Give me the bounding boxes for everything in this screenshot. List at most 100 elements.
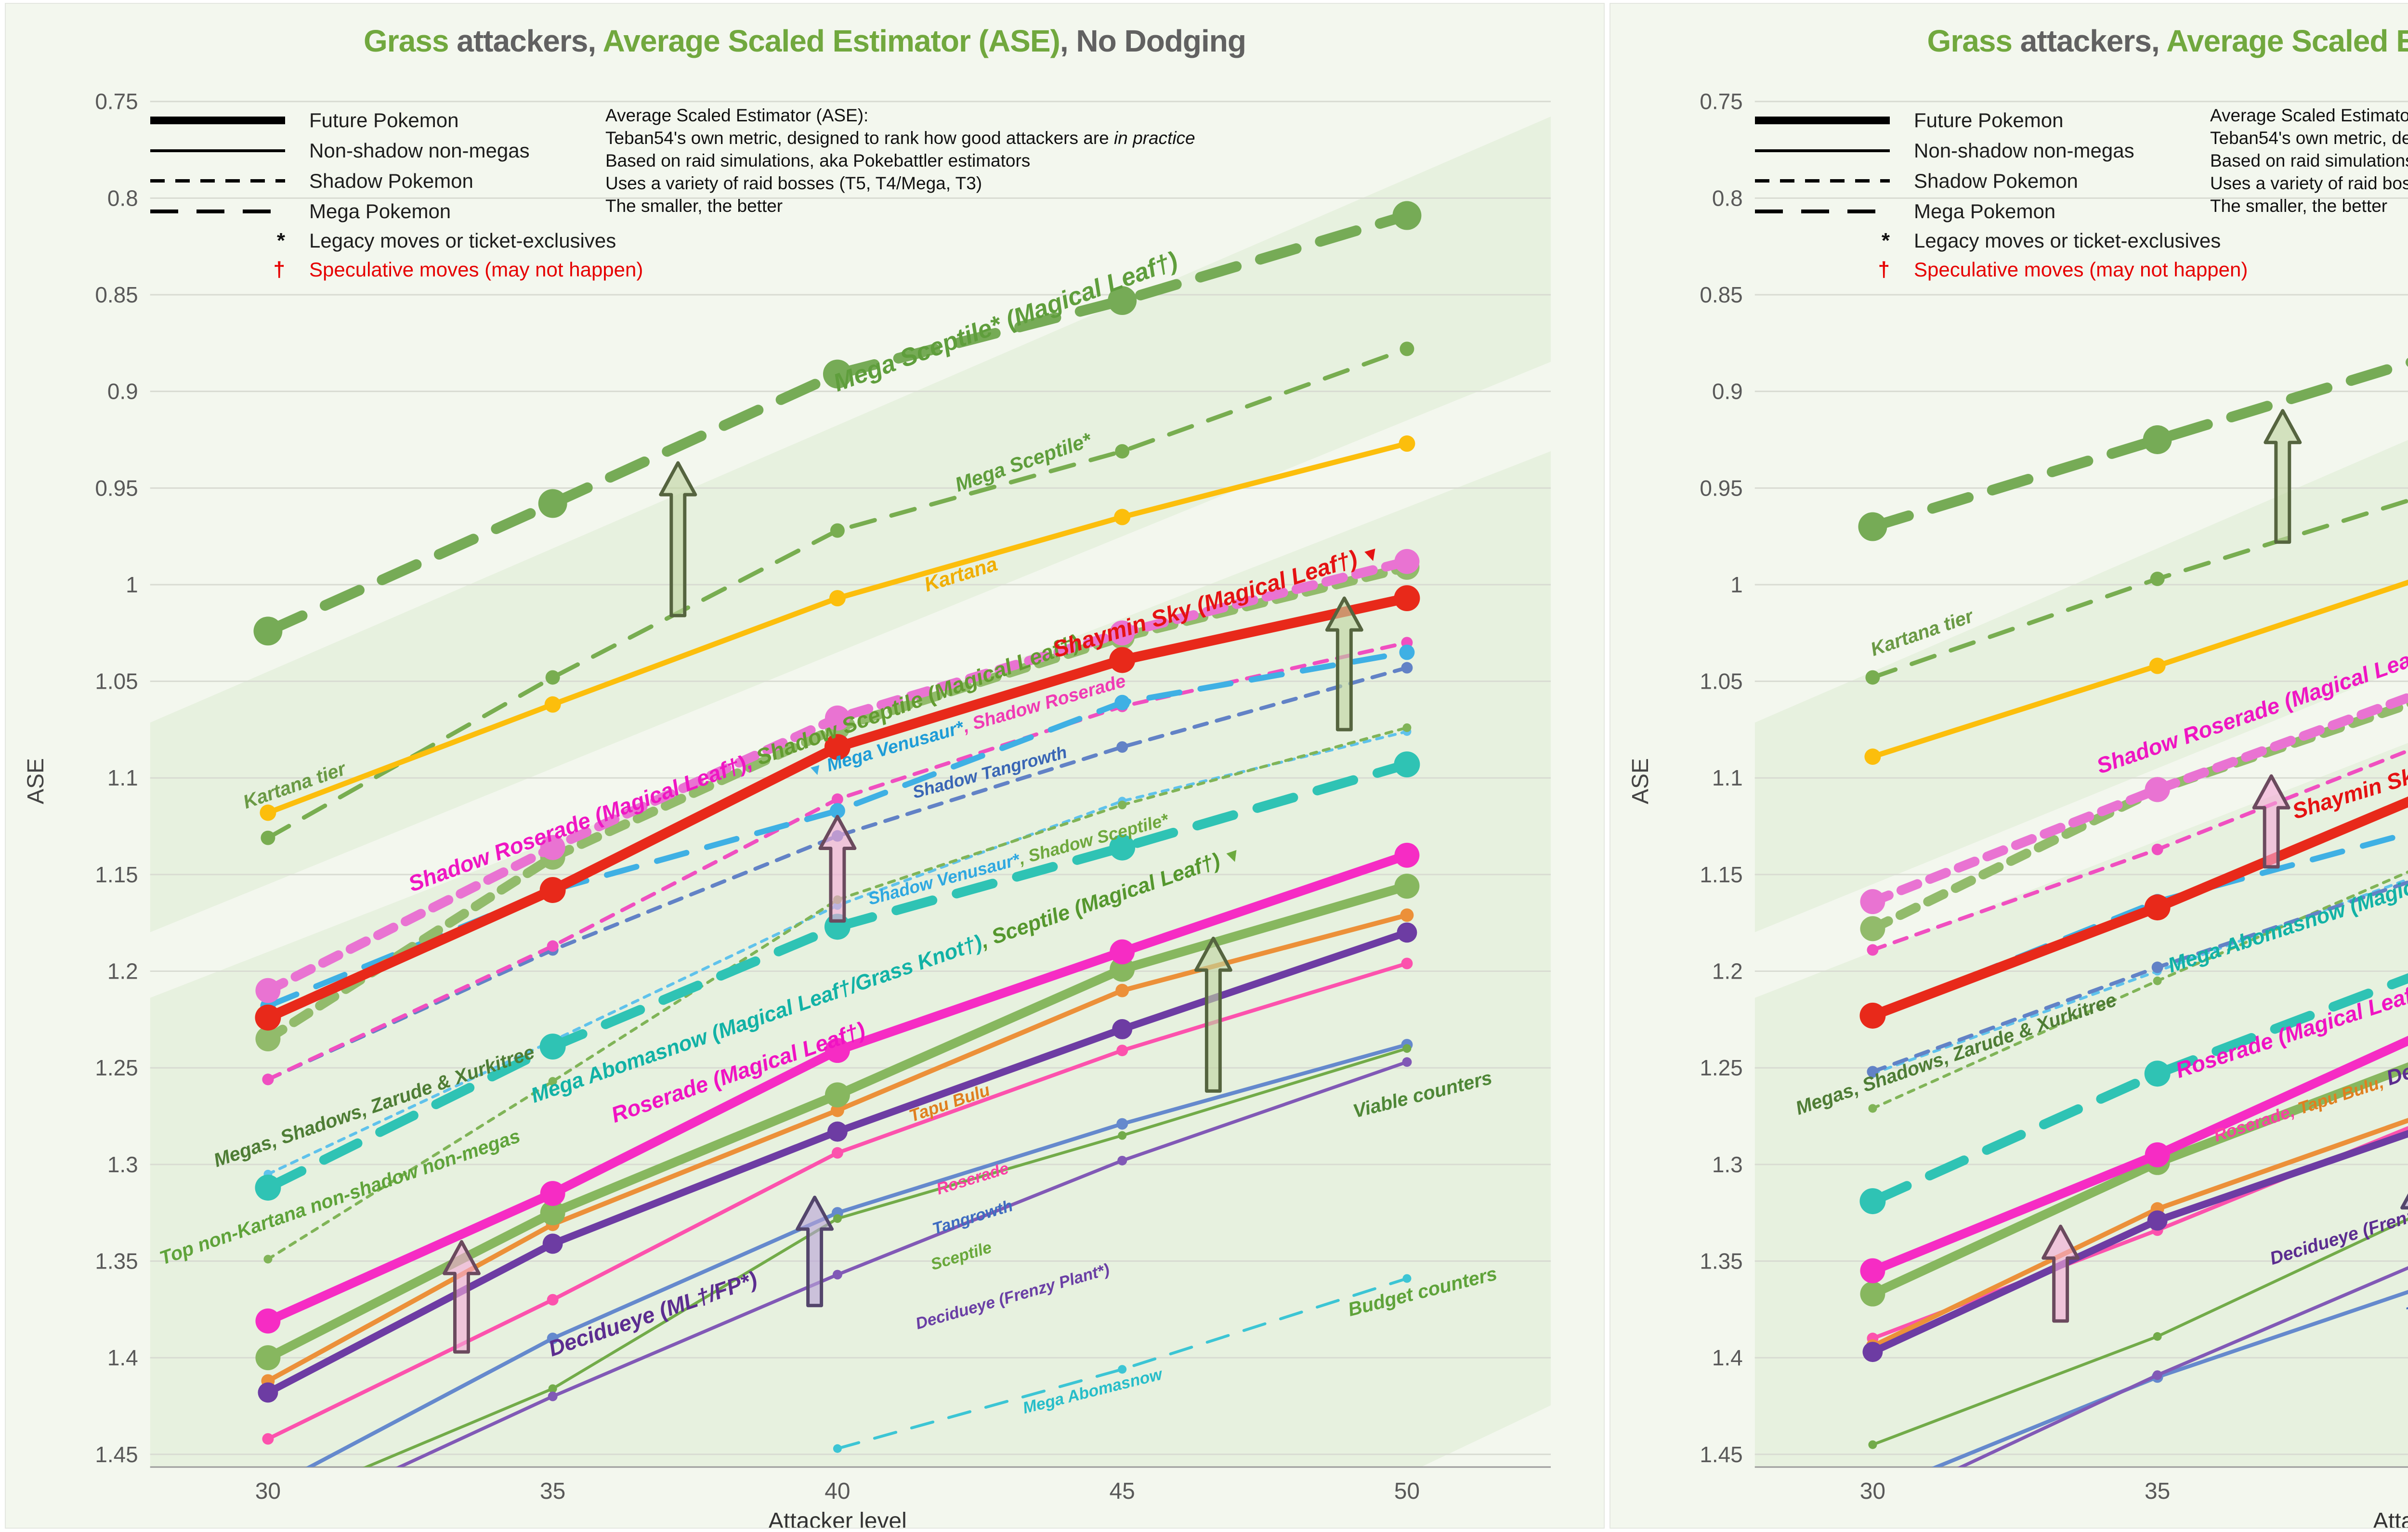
legend-note: Legacy moves or ticket-exclusives — [309, 229, 616, 252]
data-point-decidueye_fp — [1402, 1057, 1412, 1067]
data-point-kartana — [544, 696, 561, 713]
data-point-roserade_ml — [1860, 1258, 1885, 1283]
y-tick-label: 1.2 — [1712, 959, 1743, 984]
data-point-decidueye_fp — [1117, 1155, 1127, 1165]
legend-item-mega: Mega Pokemon — [1755, 196, 2212, 226]
tier-band — [150, 117, 1551, 932]
up-arrow-pink — [818, 815, 857, 923]
data-point-mega_venusaur — [829, 803, 845, 819]
data-point-shaymin_ml — [255, 1004, 281, 1031]
data-point-mega_sceptile — [261, 830, 275, 845]
data-point-shadow_sceptile_star — [1118, 800, 1127, 810]
data-point-shadow_tangrowth — [1116, 741, 1128, 753]
legend-label: Non-shadow non-megas — [1914, 139, 2134, 162]
title-part: Grass — [364, 24, 449, 58]
data-point-shadow_roserade_ml — [1394, 549, 1420, 574]
ase-description: Average Scaled Estimator (ASE): Teban54'… — [605, 104, 1195, 217]
legend-item-nonshadow: Non-shadow non-megas — [150, 135, 608, 166]
y-tick-label: 1.15 — [1700, 862, 1742, 887]
y-tick-label: 1.4 — [1712, 1345, 1743, 1370]
series-shadow_sceptile_star — [1868, 870, 2408, 1113]
data-point-roserade_ml — [255, 1308, 281, 1334]
y-tick-label: 0.85 — [95, 282, 138, 307]
data-point-decidueye_ml — [827, 1121, 848, 1142]
up-arrow-purple — [2400, 1193, 2408, 1210]
data-point-shadow_sceptile_star — [2153, 976, 2162, 985]
y-tick-label: 1.25 — [95, 1055, 138, 1080]
legend-item-shadow: Shadow Pokemon — [1755, 166, 2212, 196]
legend: Future Pokemon Non-shadow non-megas Shad… — [150, 105, 643, 284]
page-title: Grass attackers, Average Scaled Estimato… — [1610, 23, 2408, 59]
x-tick-label: 35 — [540, 1479, 565, 1504]
data-point-decidueye_fp — [263, 1523, 273, 1528]
dashed-line-sample-icon — [1755, 179, 1890, 183]
y-tick-label: 0.85 — [1700, 282, 1742, 307]
data-point-shadow_tangrowth — [1401, 662, 1413, 674]
data-point-shaymin_ml — [539, 877, 566, 903]
desc-line: The smaller, the better — [605, 196, 783, 216]
x-axis-title: Attacker level — [2373, 1508, 2408, 1528]
data-point-shadow_roserade — [831, 793, 843, 805]
y-tick-label: 1 — [126, 572, 138, 597]
title-part: , No Dodging — [1060, 24, 1246, 58]
data-point-roserade_ml — [2145, 1142, 2170, 1167]
legend-note: Legacy moves or ticket-exclusives — [1914, 229, 2221, 252]
data-point-shadow_sceptile_star — [263, 1255, 273, 1264]
desc-line: Teban54's own metric, designed to rank h… — [2210, 128, 2408, 148]
ase-description: Average Scaled Estimator (ASE): Teban54'… — [2210, 104, 2408, 217]
data-point-sceptile — [548, 1384, 557, 1393]
legend-label: Future Pokemon — [309, 108, 459, 131]
legend-label: Shadow Pokemon — [1914, 169, 2078, 192]
up-arrow-green — [1325, 596, 1363, 732]
data-point-sceptile_ml — [824, 1082, 850, 1108]
data-point-decidueye_fp — [832, 1270, 842, 1280]
tier-band — [1754, 440, 2408, 932]
data-point-shadow_roserade — [1867, 944, 1879, 956]
data-point-mega_sceptile — [545, 670, 560, 685]
data-point-roserade — [262, 1433, 274, 1445]
y-tick-label: 1 — [1730, 572, 1743, 597]
data-point-mega_abomasnow_ml — [1109, 834, 1136, 861]
data-point-mega_sceptile — [1115, 444, 1130, 459]
data-point-shaymin_ml — [1109, 647, 1136, 673]
data-point-shadow_roserade_ml — [824, 705, 850, 731]
up-arrow-pink — [2042, 1224, 2080, 1323]
data-point-shadow_roserade_ml — [2145, 777, 2170, 802]
data-point-mega_sceptile — [830, 523, 845, 538]
y-tick-label: 1.3 — [107, 1152, 138, 1177]
tier-band — [150, 721, 1551, 1467]
title-part: attackers, — [2012, 24, 2167, 58]
y-tick-label: 1.1 — [107, 765, 138, 790]
data-point-sceptile — [1118, 1131, 1127, 1140]
solid-line-sample-icon — [150, 149, 285, 152]
y-tick-label: 0.75 — [1700, 89, 1742, 114]
legend-item-shadow: Shadow Pokemon — [150, 166, 608, 196]
data-point-sceptile — [263, 1504, 272, 1513]
series-mega_abomasnow_ml — [1859, 973, 2408, 1215]
data-point-decidueye_fp — [548, 1391, 558, 1401]
legend-label: Mega Pokemon — [309, 199, 451, 223]
dashed-line-sample-icon — [150, 179, 285, 183]
desc-line: The smaller, the better — [2210, 196, 2388, 216]
x-tick-label: 40 — [824, 1479, 850, 1504]
data-point-shadow_roserade_ml — [540, 835, 565, 860]
legend-note: Speculative moves (may not happen) — [1914, 258, 2248, 281]
data-point-mega_sceptile_ml — [1108, 286, 1137, 315]
legend-item-speculative: † Speculative moves (may not happen) — [1755, 255, 2248, 284]
solid-line-sample-icon — [1755, 149, 1890, 152]
series-shaymin_ml — [1859, 796, 2408, 1029]
data-point-sceptile_ml — [1394, 874, 1420, 899]
up-arrow-purple — [796, 1195, 834, 1308]
asterisk-icon: * — [1881, 229, 1890, 252]
data-point-mega_sceptile — [1865, 670, 1880, 685]
x-tick-label: 30 — [255, 1479, 281, 1504]
page-title: Grass attackers, Average Scaled Estimato… — [6, 23, 1604, 59]
data-point-mega_sceptile_ml — [823, 359, 852, 389]
series-mega_abomasnow_budget — [833, 1274, 1412, 1453]
up-arrow-green — [2264, 409, 2302, 544]
data-point-shadow_sceptile_ml — [255, 1026, 281, 1051]
data-point-mega_abomasnow_budget — [833, 1444, 842, 1453]
data-point-tangrowth — [547, 1333, 559, 1345]
data-point-sceptile_ml — [255, 1345, 281, 1371]
data-point-mega_sceptile — [1400, 341, 1414, 356]
